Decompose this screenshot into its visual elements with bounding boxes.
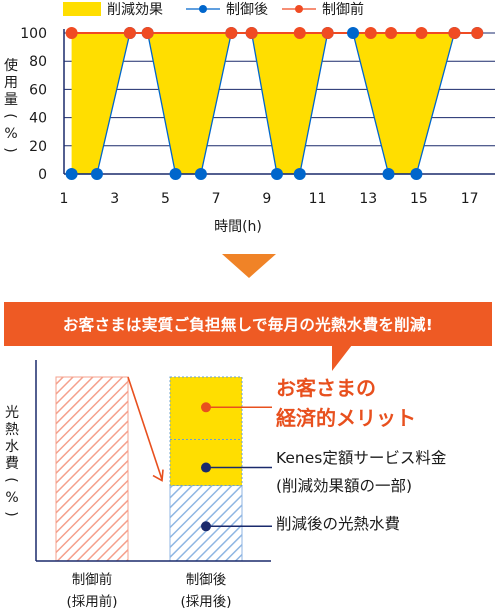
y-tick-label: 40 (29, 111, 47, 127)
reduction-area (71, 33, 478, 174)
cost-bars (55, 376, 243, 562)
category-label: 制御前 (72, 571, 113, 588)
point-after (347, 27, 360, 39)
benefit-line-2: 経済的メリット (276, 406, 416, 430)
bar-before-cost (55, 376, 129, 562)
x-tick-label: 13 (359, 191, 377, 207)
point-after (169, 168, 182, 180)
point-after (65, 168, 78, 180)
point-before (448, 27, 461, 39)
y-axis-label-char: ( (2, 113, 18, 118)
cost-y-label-char: 光 (5, 405, 19, 421)
x-tick-label: 15 (410, 191, 428, 207)
x-tick-label: 9 (262, 191, 271, 207)
y-tick-label: 20 (29, 139, 47, 155)
legend-marker-after (199, 5, 207, 13)
cost-axes (35, 360, 271, 562)
point-after (90, 168, 103, 180)
point-after (270, 168, 283, 180)
down-arrow (222, 254, 276, 278)
point-after (293, 168, 306, 180)
legend-label-reduction: 削減効果 (107, 1, 163, 18)
category-label: 制御後 (186, 572, 227, 588)
decrease-arrow (127, 376, 163, 480)
cost-y-label-char: 水 (5, 439, 19, 455)
decrease-arrow-head (152, 469, 164, 482)
point-before (385, 27, 398, 39)
category-label: (採用後) (180, 594, 231, 610)
fee-line-1: Kenes定額サービス料金 (276, 449, 447, 467)
y-tick-label: 80 (29, 54, 47, 70)
point-before (364, 27, 377, 39)
legend-label-after: 制御後 (226, 2, 268, 18)
point-before (123, 27, 136, 39)
point-before (293, 27, 306, 39)
headline-banner: お客さまは実質ご負担無しで毎月の光熱水費を削減! (4, 302, 492, 346)
cost-y-label-char: 熱 (5, 422, 19, 438)
x-tick-label: 7 (212, 191, 221, 207)
cost-y-label-char: ( (3, 477, 19, 482)
cost-chart: 制御前 (採用前) 制御後 (採用後) 光熱水費 (%) (3, 360, 272, 610)
reduction-effect-area (71, 33, 478, 174)
point-before (245, 27, 258, 39)
y-axis-label-char: 量 (4, 92, 18, 108)
point-before (225, 27, 238, 39)
fee-line-2: (削減効果額の一部) (276, 477, 413, 495)
y-axis-label-char: 使 (4, 57, 18, 74)
x-axis-label: 時間(h) (214, 219, 262, 235)
banner-pointer (332, 345, 352, 371)
category-label: (採用前) (66, 593, 117, 610)
y-tick-label: 100 (20, 26, 47, 42)
point-after (382, 168, 395, 180)
legend-marker-before (295, 5, 303, 13)
point-before (321, 27, 334, 39)
point-before (415, 27, 428, 39)
point-after (410, 168, 423, 180)
y-axis-label-char: % (4, 126, 17, 142)
x-tick-label: 17 (461, 191, 479, 207)
y-tick-label: 0 (38, 167, 47, 183)
series-points (65, 27, 484, 180)
fee-annotation: Kenes定額サービス料金 (削減効果額の一部) (276, 444, 446, 500)
savings-annotation: 削減後の光熱水費 (276, 510, 400, 538)
chart-legend: 削減効果 制御後 制御前 (63, 1, 364, 18)
savings-line: 削減後の光熱水費 (276, 515, 401, 533)
x-tick-label: 11 (309, 191, 327, 207)
point-before (141, 27, 154, 39)
point-before (65, 27, 78, 39)
y-axis-label-char: ) (2, 147, 18, 152)
benefit-line-1: お客さまの (276, 376, 376, 400)
x-tick-label: 5 (161, 191, 170, 207)
cost-axis-labels: 制御前 (採用前) 制御後 (採用後) 光熱水費 (%) (3, 405, 232, 610)
cost-y-label-char: 費 (5, 456, 19, 472)
cost-y-label-char: ) (3, 511, 19, 516)
x-tick-label: 3 (110, 191, 119, 207)
bar-after-outline (169, 376, 243, 487)
legend-swatch-reduction (63, 2, 101, 16)
point-after (194, 168, 207, 180)
point-before (471, 27, 484, 39)
y-axis-label-char: 用 (4, 75, 18, 91)
banner-text: お客さまは実質ご負担無しで毎月の光熱水費を削減! (62, 316, 434, 334)
y-tick-label: 60 (29, 82, 47, 98)
cost-markers (127, 376, 272, 532)
cost-y-label-char: % (5, 490, 18, 506)
legend-label-before: 制御前 (322, 1, 364, 18)
benefit-annotation: お客さまの 経済的メリット (276, 373, 416, 433)
x-tick-label: 1 (60, 191, 69, 207)
